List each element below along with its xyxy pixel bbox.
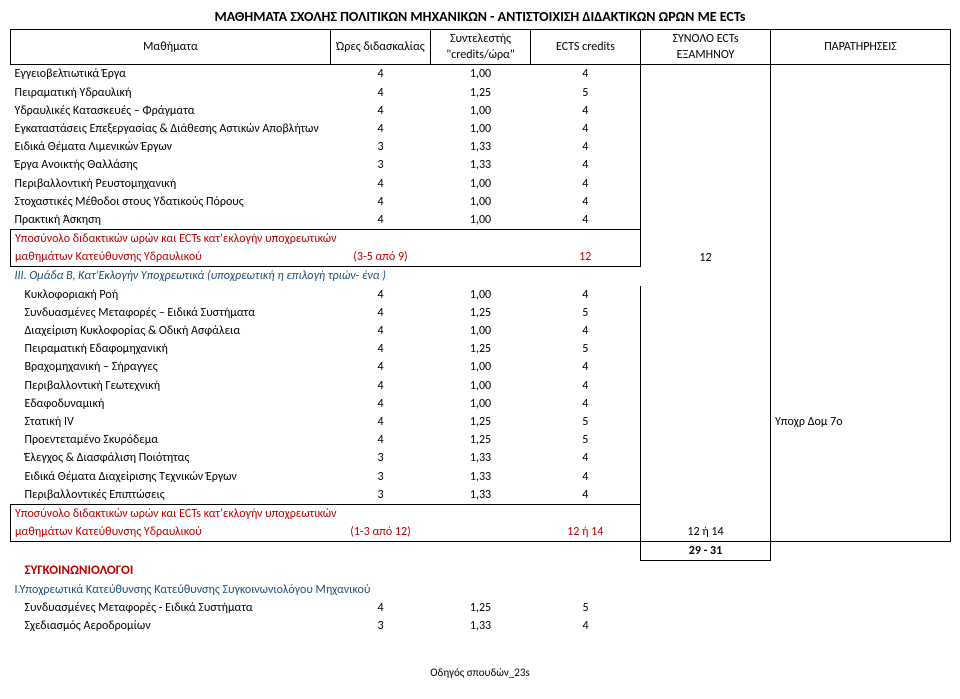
col-notes: ΠΑΡΑΤΗΡΗΣΕΙΣ [771,30,951,65]
col-ects: ECTS credits [531,30,641,65]
course-name: Προεντεταμένο Σκυρόδεμα [11,431,331,449]
course-name: Περιβαλλοντική Ρευστομηχανική [11,175,331,193]
footer-text: Οδηγός σπουδών_23s [10,666,950,679]
course-name: Πειραματική Υδραυλική [11,84,331,102]
page-title: ΜΑΘΗΜΑΤΑ ΣΧΟΛΗΣ ΠΟΛΙΤΙΚΩΝ ΜΗΧΑΝΙΚΩΝ - ΑΝ… [10,8,950,25]
col-coef: Συντελεστής "credits/ώρα" [431,30,531,65]
course-name: Περιβαλλοντικές Επιπτώσεις [11,486,331,505]
course-name: Σχεδιασμός Αεροδρομίων [11,617,331,635]
course-name: Εγκαταστάσεις Επεξεργασίας & Διάθεσης Ασ… [11,120,331,138]
course-name: Ειδικά Θέματα Λιμενικών Έργων [11,138,331,156]
course-name: Πρακτική Άσκηση [11,211,331,230]
course-name: Υδραυλικές Κατασκευές – Φράγματα [11,102,331,120]
course-name: Συνδυασμένες Μεταφορές - Ειδικά Συστήματ… [11,599,331,617]
course-name: Στοχαστικές Μέθοδοι στους Υδατικούς Πόρο… [11,193,331,211]
course-name: Περιβαλλοντική Γεωτεχνική [11,377,331,395]
course-name: Κυκλοφοριακή Ροή [11,286,331,304]
col-semtot: ΣΥΝΟΛΟ ECTs ΕΞΑΜΗΝΟΥ [641,30,771,65]
course-name: Πειραματική Εδαφομηχανική [11,340,331,358]
course-name: Διαχείριση Κυκλοφορίας & Οδική Ασφάλεια [11,322,331,340]
course-name: Ειδικά Θέματα Διαχείρισης Τεχνικών Έργων [11,468,331,486]
col-hours: Ώρες διδασκαλίας [331,30,431,65]
course-name: Έργα Ανοικτής Θαλλάσης [11,156,331,174]
course-name: Έλεγχος & Διασφάλιση Ποιότητας [11,449,331,467]
course-name: Εδαφοδυναμική [11,395,331,413]
course-name: Βραχομηχανική – Σήραγγες [11,358,331,376]
course-name: Στατική IV [11,413,331,431]
course-name: Συνδυασμένες Μεταφορές – Ειδικά Συστήματ… [11,304,331,322]
course-name: Εγγειοβελτιωτικά Έργα [11,65,331,84]
col-name: Μαθήματα [11,30,331,65]
courses-table: Μαθήματα Ώρες διδασκαλίας Συντελεστής "c… [10,29,951,636]
